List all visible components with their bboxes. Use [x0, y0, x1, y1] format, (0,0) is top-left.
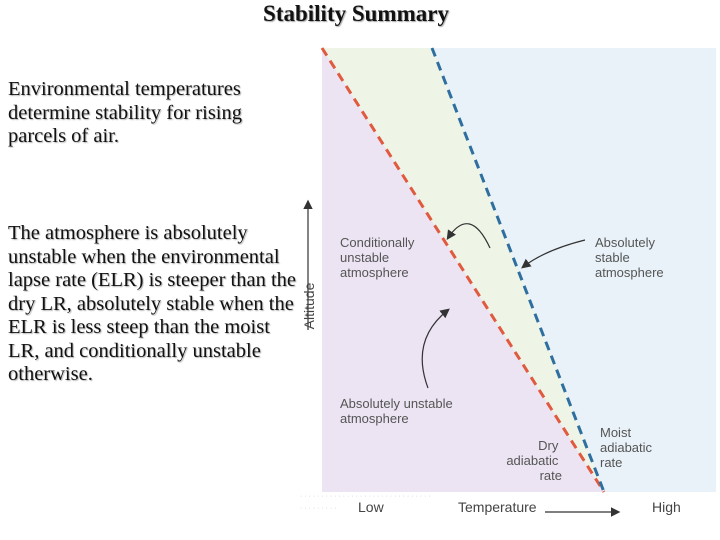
stability-rules-paragraph: The atmosphere is absolutely unstable wh…: [8, 222, 297, 385]
moist-adiabatic-line: [430, 47, 606, 493]
altitude-axis-label: Altitude: [301, 282, 317, 329]
conditionally-unstable-label: Conditionally unstable atmosphere: [340, 235, 418, 280]
faint-credit-line-2: · · · · · · · · ·: [300, 505, 337, 512]
faint-credit-line-1: · · · · · · · · · · · · · · · · · · · · …: [300, 493, 431, 500]
dry-adiabatic-line: [320, 47, 606, 493]
dry-adiabatic-rate-label: Dry adiabatic rate: [506, 438, 562, 483]
absolutely-stable-label: Absolutely stable atmosphere: [595, 235, 664, 280]
slide-title: Stability Summary: [263, 1, 449, 26]
moist-adiabatic-rate-label: Moist adiabatic rate: [600, 425, 656, 470]
absolutely-unstable-label: Absolutely unstable atmosphere: [340, 396, 456, 426]
absolutely-stable-region: [432, 48, 716, 492]
unstable-pointer-arrow: [421, 308, 450, 389]
x-axis-low-label: Low: [358, 499, 385, 515]
conditional-pointer-arrow: [446, 223, 491, 249]
x-axis-high-label: High: [652, 499, 681, 515]
temperature-axis-label: Temperature: [458, 499, 537, 515]
intro-paragraph: Environmental temperatures determine sta…: [8, 78, 242, 147]
stable-pointer-arrow: [521, 239, 586, 269]
